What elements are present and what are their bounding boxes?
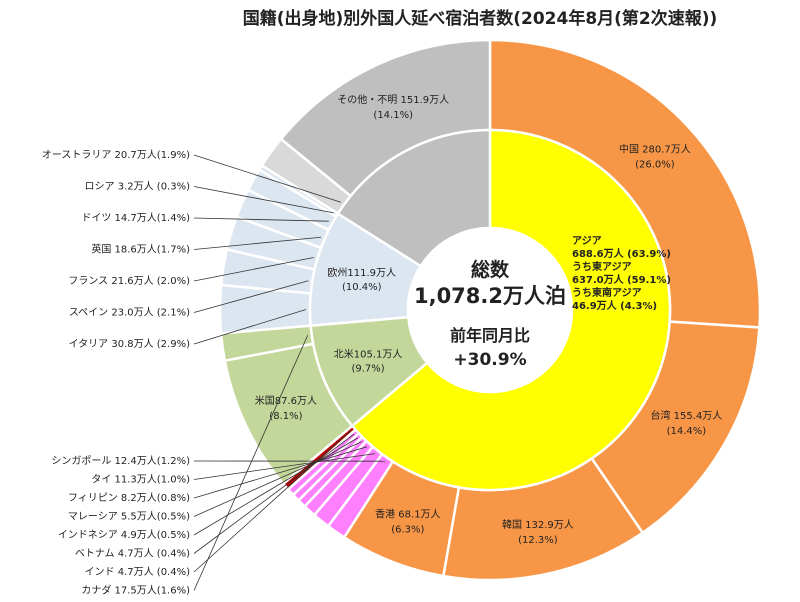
leader-line-13 [193, 309, 307, 345]
outer-label-15: フランス 21.6万人 (2.0%) [68, 275, 190, 287]
inner-label-asia: アジア 688.6万人 (63.9%)うち東アジア 637.0万人 (59.1%)う… [572, 235, 671, 312]
outer-label-12: カナダ 17.5万人(1.6%) [81, 584, 190, 597]
center-total-label: 総数 [471, 258, 510, 281]
leader-line-7 [193, 441, 362, 517]
outer-label-2: 韓国 132.9万人(12.3%) [502, 519, 574, 546]
outer-label-17: ドイツ 14.7万人(1.4%) [81, 212, 190, 224]
center-label: 総数 1,078.2万人泊 前年同月比 +30.9% [414, 258, 566, 370]
leader-line-5 [193, 453, 375, 480]
leader-line-8 [193, 437, 358, 536]
outer-label-18: ロシア 3.2万人 (0.3%) [85, 181, 191, 193]
outer-label-6: フィリピン 8.2万人(0.8%) [68, 492, 190, 504]
leader-line-18 [193, 186, 334, 214]
outer-label-1: 台湾 155.4万人(14.4%) [651, 409, 723, 437]
leader-line-17 [193, 217, 329, 222]
outer-label-5: タイ 11.3万人(1.0%) [91, 474, 190, 486]
leader-line-9 [193, 433, 355, 554]
center-total-value: 1,078.2万人泊 [414, 284, 566, 308]
outer-label-7: マレーシア 5.5万人(0.5%) [68, 511, 190, 523]
outer-label-13: イタリア 30.8万人 (2.9%) [69, 338, 191, 350]
outer-label-4: シンガポール 12.4万人(1.2%) [51, 455, 190, 467]
outer-label-20: その他・不明 151.9万人(14.1%) [337, 93, 449, 121]
inner-label-2: 欧州111.9万人(10.4%) [327, 267, 396, 293]
outer-label-8: インドネシア 4.9万人(0.5%) [58, 529, 190, 541]
outer-label-16: 英国 18.6万人(1.7%) [91, 243, 190, 256]
leader-line-15 [193, 257, 314, 282]
leader-line-16 [193, 236, 322, 250]
center-yoy-label: 前年同月比 [450, 326, 530, 345]
slice-labels: アジア 688.6万人 (63.9%)うち東アジア 637.0万人 (59.1%)う… [42, 93, 722, 597]
leader-line-6 [193, 446, 368, 499]
outer-label-14: スペイン 23.0万人 (2.1%) [69, 307, 190, 319]
center-yoy-value: +30.9% [453, 350, 526, 370]
leader-line-14 [193, 280, 309, 313]
leader-line-10 [193, 430, 352, 573]
outer-label-10: インド 4.7万人 (0.4%) [85, 566, 191, 578]
center-hole [408, 228, 572, 392]
leader-line-12 [193, 335, 309, 591]
outer-label-11: 米国87.6万人(8.1%) [255, 394, 317, 422]
leader-line-19 [193, 154, 341, 203]
inner-label-1: 北米105.1万人(9.7%) [334, 348, 403, 375]
outer-label-19: オーストラリア 20.7万人(1.9%) [42, 149, 190, 161]
outer-label-9: ベトナム 4.7万人 (0.4%) [75, 548, 190, 560]
outer-label-0: 中国 280.7万人(26.0%) [619, 142, 691, 170]
outer-label-3: 香港 68.1万人(6.3%) [375, 509, 440, 536]
inner-ring [308, 128, 672, 492]
chart-title: 国籍(出身地)別外国人延べ宿泊者数(2024年8月(第2次速報)) [243, 8, 718, 29]
